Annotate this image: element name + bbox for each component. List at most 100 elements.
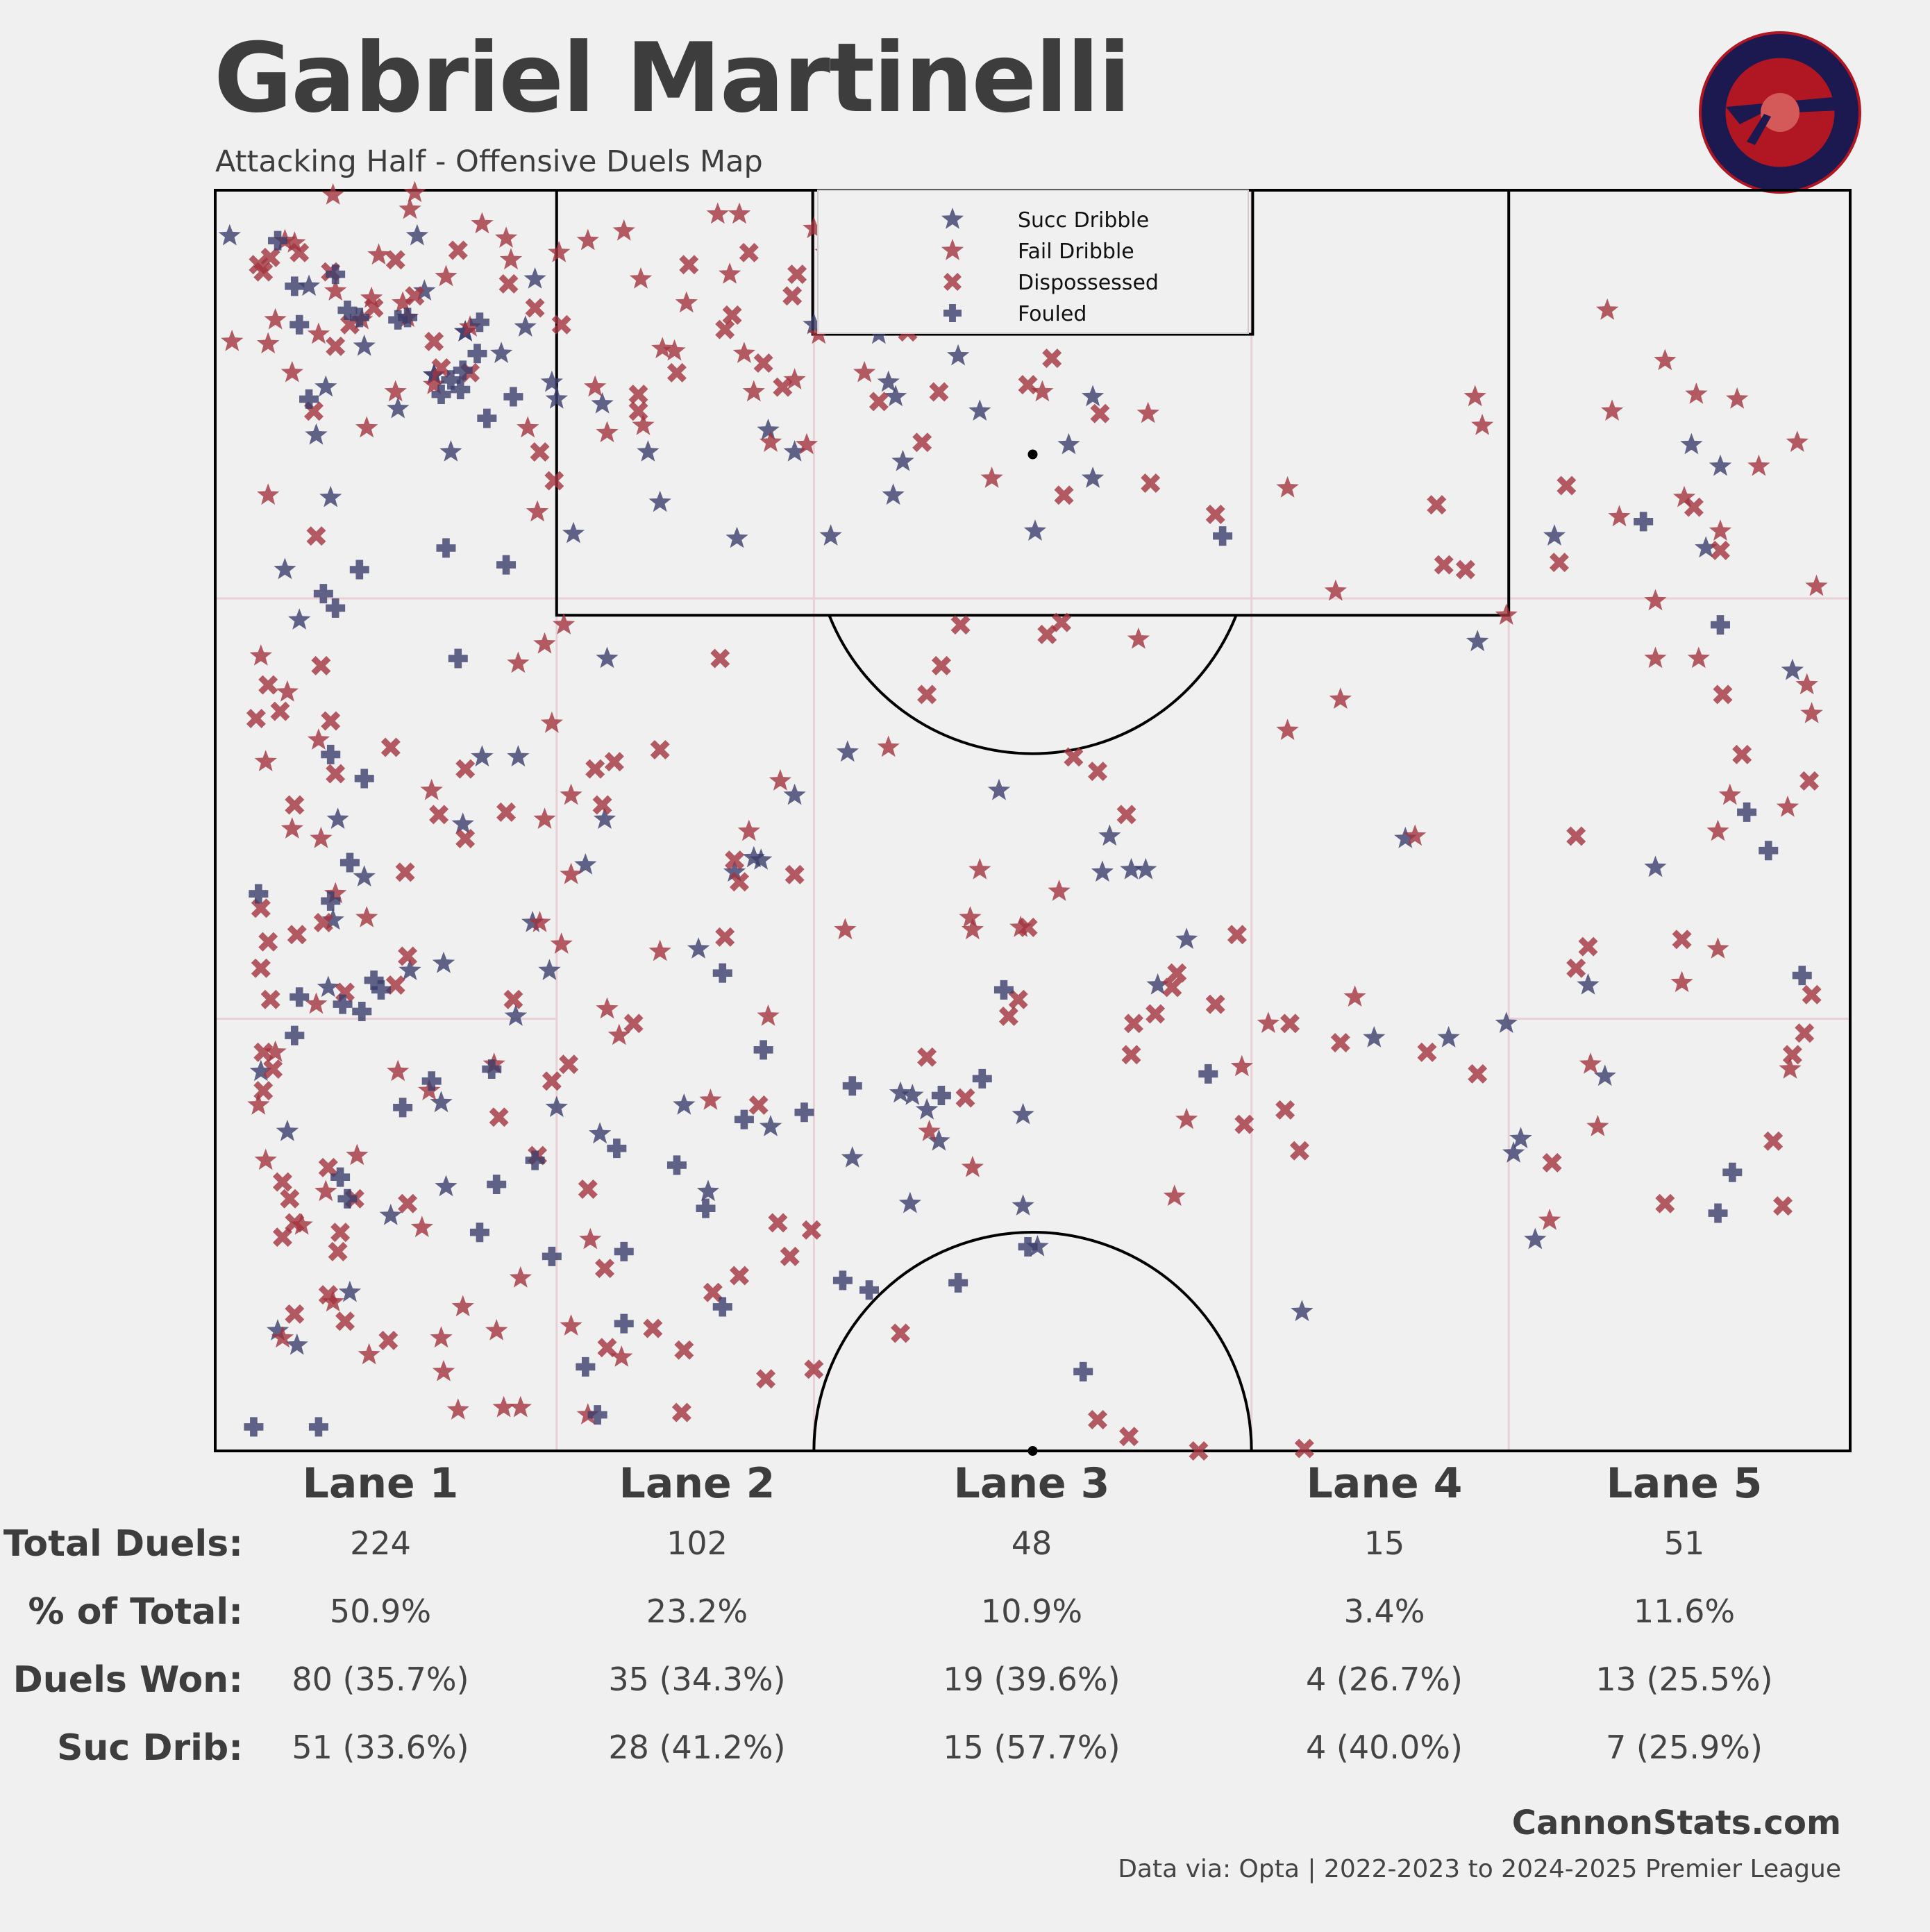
fouled-point — [354, 768, 374, 789]
fail-dribble-point — [360, 286, 383, 308]
fouled-point — [794, 1102, 814, 1123]
succ-dribble-point — [387, 396, 410, 419]
lane-suc-drib-value: 51 (33.6%) — [292, 1729, 469, 1766]
succ-dribble-point — [759, 1115, 782, 1136]
legend-label: Dispossessed — [1018, 271, 1159, 295]
succ-dribble-point — [379, 1204, 402, 1225]
dispossessed-point — [1275, 1100, 1295, 1120]
lane-header: Lane 3 — [953, 1459, 1110, 1508]
fail-dribble-point — [651, 337, 674, 359]
fouled-point — [525, 1150, 545, 1170]
succ-dribble-point — [1394, 826, 1417, 848]
dispossessed-point — [1773, 1196, 1793, 1216]
fouled-point — [421, 1071, 442, 1091]
lane-won-value: 35 (34.3%) — [608, 1661, 786, 1698]
fouled-point — [696, 1198, 716, 1218]
fail-dribble-point — [576, 228, 599, 251]
fail-dribble-point — [264, 308, 287, 330]
fail-dribble-point — [420, 778, 443, 800]
succ-dribble-point — [673, 1093, 696, 1115]
succ-dribble-point — [523, 267, 546, 289]
dispossessed-point — [595, 1259, 615, 1279]
fouled-point — [349, 560, 369, 580]
dispossessed-point — [917, 684, 937, 705]
fail-dribble-point — [1009, 915, 1032, 937]
dispossessed-point — [1205, 504, 1225, 524]
fail-dribble-point — [579, 1227, 602, 1250]
fouled-point — [542, 1246, 562, 1266]
succ-dribble-point — [218, 224, 241, 246]
fouled-point — [972, 1068, 992, 1089]
succ-dribble-point — [593, 807, 616, 829]
dispossessed-point — [912, 432, 932, 453]
legend-marker-succ-dribble — [941, 208, 964, 229]
cannon-stats-logo — [1699, 31, 1861, 194]
lane-suc-drib-value: 15 (57.7%) — [943, 1729, 1121, 1766]
fouled-point — [487, 1175, 507, 1195]
row-label-won: Duels Won: — [12, 1659, 243, 1701]
fouled-point — [753, 1040, 773, 1060]
succ-dribble-point — [353, 334, 376, 356]
fail-dribble-point — [1471, 414, 1494, 435]
dispossessed-point — [1141, 473, 1161, 494]
dispossessed-point — [1167, 963, 1187, 983]
fail-dribble-point — [1779, 1057, 1802, 1079]
fouled-point — [1710, 615, 1730, 635]
fail-dribble-point — [706, 202, 729, 224]
fail-dribble-point — [769, 768, 791, 791]
fouled-point — [614, 1241, 634, 1261]
fail-dribble-point — [1654, 348, 1677, 371]
fouled-point — [333, 994, 353, 1014]
succ-dribble-point — [545, 387, 568, 409]
dispossessed-point — [804, 1359, 824, 1379]
dispossessed-point — [318, 1157, 338, 1177]
succ-dribble-point — [1695, 536, 1718, 558]
succ-dribble-point — [1081, 467, 1105, 488]
dispossessed-point — [756, 1369, 776, 1389]
succ-dribble-point — [1091, 860, 1114, 882]
dispossessed-point — [258, 932, 278, 952]
legend-label: Fail Dribble — [1018, 240, 1134, 264]
fail-dribble-point — [307, 322, 330, 344]
succ-dribble-point — [249, 1059, 272, 1082]
fail-dribble-point — [509, 1266, 532, 1288]
dispossessed-point — [729, 1266, 749, 1286]
fail-dribble-point — [314, 1179, 337, 1202]
succ-dribble-point — [803, 312, 825, 335]
fouled-point — [1198, 1064, 1218, 1084]
dispossessed-point — [263, 1059, 283, 1080]
fouled-point — [431, 385, 451, 405]
succ-dribble-point — [451, 812, 474, 834]
succ-dribble-point — [1012, 1194, 1034, 1216]
succ-dribble-point — [889, 1081, 912, 1103]
legend-marker-fouled — [943, 304, 962, 322]
fail-dribble-point — [1538, 1208, 1561, 1230]
fail-dribble-point — [280, 817, 303, 839]
succ-dribble-point — [696, 1179, 720, 1202]
fail-dribble-point — [392, 291, 414, 313]
dispossessed-point — [395, 862, 415, 882]
fail-dribble-point — [423, 373, 446, 394]
dispossessed-point — [1119, 1427, 1139, 1447]
succ-dribble-point — [314, 375, 337, 397]
dispossessed-point — [1008, 989, 1028, 1009]
fail-dribble-point — [432, 1359, 455, 1381]
dispossessed-point — [246, 708, 266, 728]
dispossessed-point — [249, 255, 269, 275]
fouled-point — [321, 744, 341, 764]
lane-suc-drib-value: 28 (41.2%) — [608, 1729, 786, 1766]
fail-dribble-point — [980, 467, 1003, 488]
dispossessed-point — [260, 247, 280, 267]
fail-dribble-point — [355, 416, 378, 438]
fail-dribble-point — [1644, 646, 1667, 669]
lane-pct-value: 3.4% — [1343, 1593, 1425, 1630]
succ-dribble-point — [742, 846, 765, 868]
fouled-point — [330, 1167, 351, 1187]
succ-dribble-point — [574, 853, 597, 875]
dispossessed-point — [326, 336, 346, 356]
dispossessed-point — [1655, 1193, 1675, 1213]
dispossessed-point — [1280, 1014, 1300, 1034]
dispossessed-point — [330, 1223, 351, 1243]
succ-dribble-point — [591, 392, 614, 414]
